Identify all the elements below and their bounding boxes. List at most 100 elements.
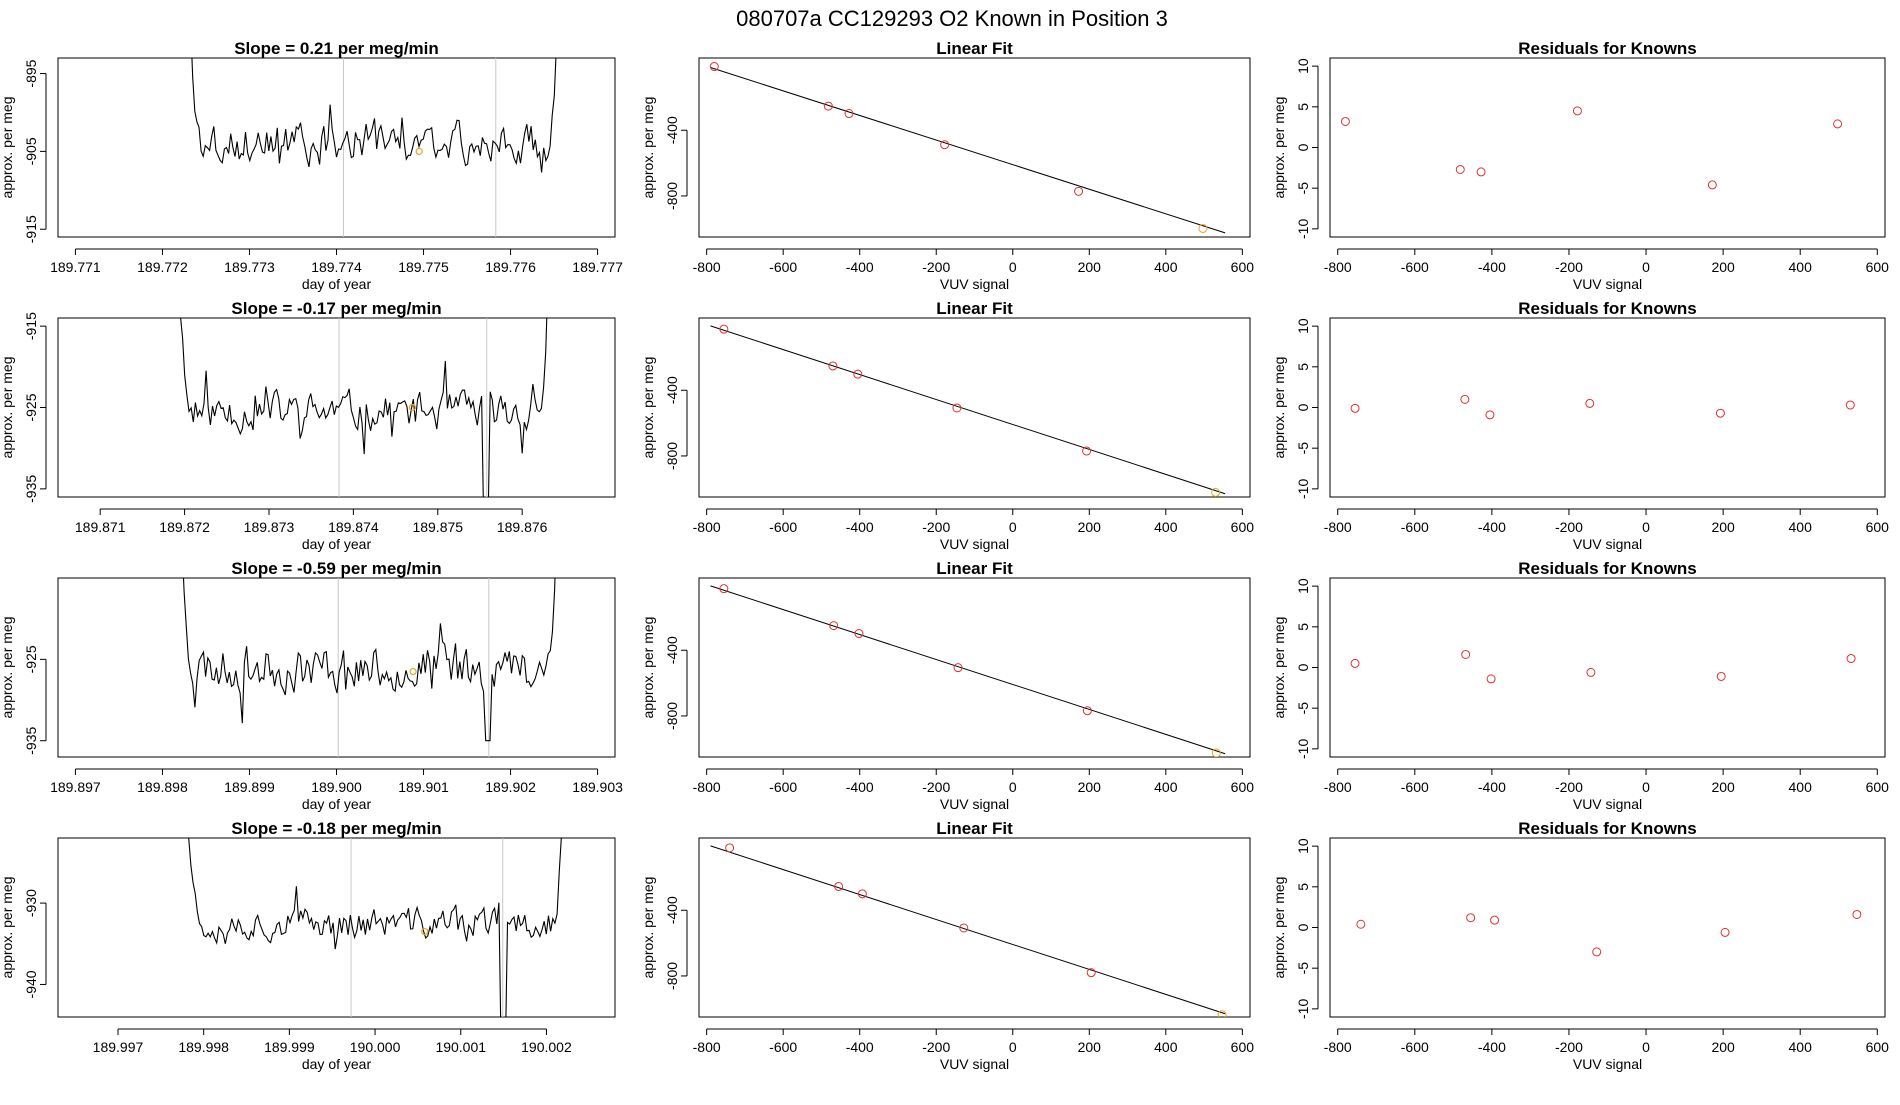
data-point xyxy=(1485,410,1495,420)
panel-1-2: Residuals for Knowns -800 -600 -400 -200 0 200… xyxy=(1271,299,1889,552)
x-tick-label: 189.875 xyxy=(412,519,463,535)
data-point xyxy=(719,584,729,594)
x-tick-label: 600 xyxy=(1231,779,1255,795)
data-point xyxy=(1845,400,1855,410)
x-tick-label: -200 xyxy=(1555,1039,1583,1055)
panel-title: Residuals for Knowns xyxy=(1518,39,1697,58)
data-point xyxy=(1198,223,1208,233)
x-tick-label: 200 xyxy=(1711,519,1735,535)
plot-area xyxy=(710,584,1226,757)
y-tick-label: -895 xyxy=(23,59,39,87)
y-axis-label: approx. per meg xyxy=(640,617,656,719)
y-tick-label: -940 xyxy=(23,970,39,998)
data-point xyxy=(1074,186,1084,196)
x-tick-label: 189.897 xyxy=(50,779,101,795)
trace-line xyxy=(188,838,562,1017)
x-tick-label: 189.772 xyxy=(137,259,188,275)
y-axis-label: approx. per meg xyxy=(0,877,15,979)
data-point xyxy=(952,403,962,413)
x-tick-label: -600 xyxy=(769,779,797,795)
y-axis-label: approx. per meg xyxy=(1271,97,1287,199)
x-tick-label: 0 xyxy=(1009,779,1017,795)
panel-title: Linear Fit xyxy=(936,559,1013,578)
x-tick-label: -400 xyxy=(846,779,874,795)
x-tick-label: -800 xyxy=(1324,1039,1352,1055)
panel-title: Slope = -0.59 per meg/min xyxy=(231,559,441,578)
x-tick-label: 189.903 xyxy=(572,779,623,795)
x-tick-label: 189.898 xyxy=(137,779,188,795)
data-point xyxy=(853,369,863,379)
plot-frame xyxy=(57,837,616,1018)
data-point xyxy=(1486,674,1496,684)
x-tick-label: 200 xyxy=(1711,1039,1735,1055)
plot-frame xyxy=(1329,837,1886,1018)
x-tick-label: -400 xyxy=(1478,519,1506,535)
data-point xyxy=(1082,706,1092,716)
x-tick-label: -200 xyxy=(922,519,950,535)
x-tick-label: -200 xyxy=(1555,259,1583,275)
x-tick-label: 189.774 xyxy=(311,259,362,275)
data-point xyxy=(1082,446,1092,456)
y-tick-label: -915 xyxy=(23,312,39,340)
x-tick-label: 189.771 xyxy=(50,259,101,275)
y-tick-label: -935 xyxy=(23,727,39,755)
x-tick-label: -400 xyxy=(1478,779,1506,795)
x-axis-label: VUV signal xyxy=(1573,1056,1642,1072)
plot-area xyxy=(710,324,1226,497)
x-tick-label: -800 xyxy=(1324,519,1352,535)
panel-title: Slope = 0.21 per meg/min xyxy=(234,39,439,58)
y-axis-label: approx. per meg xyxy=(1271,617,1287,719)
panel-title: Residuals for Knowns xyxy=(1518,819,1697,838)
x-axis-label: day of year xyxy=(302,276,372,292)
x-tick-label: -800 xyxy=(693,779,721,795)
panel-3-0: Slope = -0.18 per meg/min 189.997 189.998 1… xyxy=(0,819,616,1072)
x-tick-label: 190.001 xyxy=(435,1039,486,1055)
x-tick-label: -200 xyxy=(922,779,950,795)
x-tick-label: 600 xyxy=(1231,259,1255,275)
y-tick-label: -905 xyxy=(23,137,39,165)
x-tick-label: -200 xyxy=(1555,519,1583,535)
x-tick-label: 189.876 xyxy=(497,519,548,535)
y-tick-label: -930 xyxy=(23,889,39,917)
x-tick-label: 189.998 xyxy=(178,1039,229,1055)
x-tick-label: -600 xyxy=(1401,1039,1429,1055)
data-point xyxy=(1356,919,1366,929)
x-tick-label: -600 xyxy=(1401,779,1429,795)
plot-frame xyxy=(698,317,1251,498)
data-point xyxy=(959,923,969,933)
y-axis-label: approx. per meg xyxy=(0,97,15,199)
x-tick-label: 600 xyxy=(1231,1039,1255,1055)
x-axis-label: day of year xyxy=(302,1056,372,1072)
y-axis-label: approx. per meg xyxy=(0,357,15,459)
plot-frame xyxy=(698,577,1251,758)
x-tick-label: 200 xyxy=(1078,259,1102,275)
panel-2-0: Slope = -0.59 per meg/min 189.897 189.898 1… xyxy=(0,559,623,812)
y-tick-label: -400 xyxy=(664,896,680,924)
x-tick-label: 200 xyxy=(1711,779,1735,795)
y-tick-label: -5 xyxy=(1295,442,1311,455)
x-tick-label: 189.874 xyxy=(328,519,379,535)
y-tick-label: 10 xyxy=(1295,578,1311,594)
data-point xyxy=(940,140,950,150)
highlight-point xyxy=(421,927,429,936)
x-tick-label: 190.000 xyxy=(350,1039,401,1055)
x-axis-label: VUV signal xyxy=(1573,536,1642,552)
trace-line xyxy=(180,318,548,497)
x-tick-label: 600 xyxy=(1866,259,1890,275)
data-point xyxy=(1460,394,1470,404)
panel-title: Slope = -0.18 per meg/min xyxy=(231,819,441,838)
panel-title: Residuals for Knowns xyxy=(1518,299,1697,318)
panel-0-1: Linear Fit -800 -600 -400 -200 0 200 400 600 VUV … xyxy=(640,39,1254,292)
x-tick-label: 190.002 xyxy=(521,1039,572,1055)
x-tick-label: 189.775 xyxy=(398,259,449,275)
x-tick-label: 189.900 xyxy=(311,779,362,795)
data-point xyxy=(1217,1010,1227,1017)
x-tick-label: -800 xyxy=(1324,779,1352,795)
x-tick-label: 0 xyxy=(1642,519,1650,535)
x-tick-label: 189.872 xyxy=(159,519,210,535)
y-axis-label: approx. per meg xyxy=(0,617,15,719)
y-tick-label: -10 xyxy=(1295,999,1311,1019)
fit-line xyxy=(710,67,1226,234)
plot-frame xyxy=(57,577,616,758)
x-tick-label: 400 xyxy=(1789,259,1813,275)
